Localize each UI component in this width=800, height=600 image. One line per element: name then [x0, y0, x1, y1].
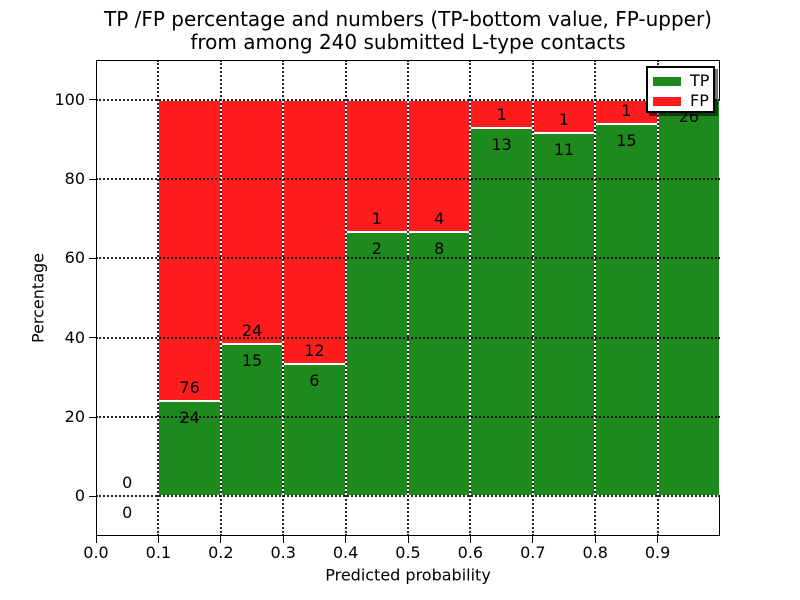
x-tick-label: 0.1: [145, 543, 172, 562]
bar-label-fp: 4: [434, 208, 445, 228]
y-tick: [89, 416, 96, 418]
gridline-vertical: [344, 60, 347, 536]
x-tick-label: 0.2: [208, 543, 234, 562]
x-tick: [594, 536, 596, 543]
legend-swatch-fp: [653, 96, 681, 106]
gridline-horizontal: [96, 98, 720, 101]
bar-label-tp: 0: [122, 503, 133, 523]
legend: TP FP: [646, 66, 715, 113]
bar-segment-tp: [408, 231, 471, 497]
gridline-vertical: [157, 60, 160, 536]
bar-label-tp: 11: [553, 139, 575, 159]
bar-segment-tp: [470, 128, 533, 497]
legend-label-fp: FP: [690, 91, 709, 110]
bar-segment-fp: [158, 99, 221, 402]
bar-label-fp: 1: [496, 105, 507, 124]
x-tick-label: 0.5: [395, 543, 421, 562]
x-tick-label: 0.6: [457, 543, 484, 562]
y-tick-label: 60: [64, 248, 85, 268]
bar-segment-fp: [408, 99, 471, 232]
gridline-vertical: [531, 60, 534, 536]
x-tick: [469, 536, 471, 543]
x-tick-label: 0.4: [332, 543, 359, 562]
x-tick-label: 0.7: [520, 543, 546, 562]
x-tick: [657, 536, 659, 543]
gridline-horizontal: [96, 336, 720, 339]
bar-label-tp: 13: [491, 135, 512, 154]
x-tick: [157, 536, 159, 543]
y-axis-label: Percentage: [28, 252, 48, 344]
legend-item-fp: FP: [653, 91, 713, 111]
bar-label-fp: 12: [304, 341, 325, 361]
bar-segment-tp: [595, 124, 658, 497]
y-tick: [89, 257, 96, 259]
gridline-horizontal: [96, 257, 720, 260]
y-tick: [89, 99, 96, 101]
y-tick-label: 40: [64, 327, 85, 347]
bar-label-tp: 15: [616, 131, 637, 151]
y-tick-label: 80: [64, 169, 85, 188]
x-tick-label: 0.3: [270, 543, 296, 562]
bar-label-fp: 0: [122, 473, 133, 493]
x-tick-label: 0.0: [83, 543, 109, 562]
bar-label-tp: 8: [434, 238, 445, 258]
chart-title: TP /FP percentage and numbers (TP-bottom…: [104, 8, 712, 54]
gridline-vertical: [594, 60, 597, 536]
x-tick: [345, 536, 347, 543]
gridline-vertical: [219, 60, 222, 536]
y-tick-label: 0: [74, 486, 85, 506]
bar-segment-tp: [345, 231, 408, 497]
bar-segment-fp: [220, 99, 284, 344]
gridline-vertical: [282, 60, 285, 536]
x-tick-label: 0.9: [644, 543, 671, 562]
y-tick: [89, 178, 96, 180]
x-tick: [532, 536, 534, 543]
bar-segment-tp: [532, 132, 596, 497]
bar-segment-fp: [283, 99, 346, 365]
bar-label-tp: 15: [241, 350, 263, 370]
x-tick: [220, 536, 222, 543]
gridline-vertical: [469, 60, 472, 536]
y-tick-label: 20: [64, 407, 85, 426]
y-tick: [89, 495, 96, 497]
gridline-horizontal: [96, 416, 720, 418]
x-tick: [407, 536, 409, 543]
legend-swatch-tp: [653, 76, 681, 86]
gridline-vertical: [407, 60, 409, 536]
gridline-horizontal: [96, 178, 720, 180]
y-tick-label: 100: [54, 89, 85, 109]
x-tick: [282, 536, 284, 543]
bar-label-fp: 1: [558, 109, 570, 129]
x-tick-label: 0.8: [582, 543, 608, 562]
gridline-horizontal: [96, 495, 720, 498]
chart-title-line2: from among 240 submitted L-type contacts: [190, 30, 626, 54]
bar-segment-tp: [657, 99, 720, 497]
bar-label-fp: 1: [371, 208, 382, 228]
legend-item-tp: TP: [653, 71, 713, 91]
gridline-vertical: [656, 60, 659, 536]
bar-label-tp: 24: [179, 408, 200, 428]
bar-label-fp: 1: [621, 101, 632, 121]
x-tick: [95, 536, 97, 543]
x-axis-label: Predicted probability: [325, 565, 491, 585]
bar-label-tp: 2: [371, 238, 382, 258]
y-tick: [89, 337, 96, 339]
chart-title-line1: TP /FP percentage and numbers (TP-bottom…: [104, 7, 712, 31]
bar-label-tp: 6: [309, 371, 320, 391]
bar-label-fp: 76: [179, 378, 200, 398]
bar-label-fp: 24: [241, 320, 263, 340]
legend-label-tp: TP: [690, 71, 710, 90]
